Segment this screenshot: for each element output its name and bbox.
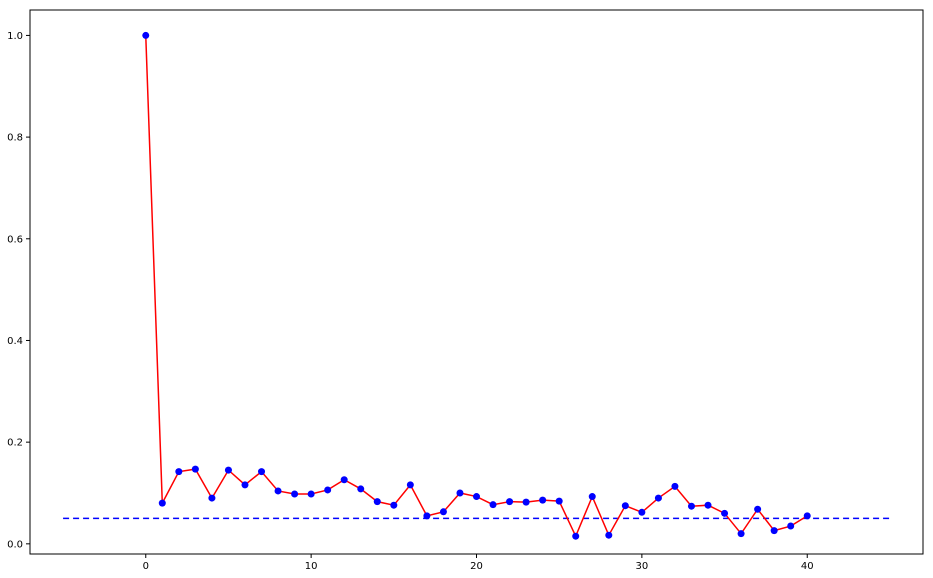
data-point: [324, 486, 332, 494]
data-point: [241, 481, 249, 489]
y-tick-label: 1.0: [7, 31, 23, 42]
data-point: [473, 493, 480, 501]
data-point: [638, 508, 646, 516]
x-tick-label: 30: [636, 561, 649, 572]
series-markers: [142, 31, 811, 540]
data-point: [555, 497, 563, 505]
data-point: [539, 496, 547, 504]
y-tick-label: 0.0: [7, 539, 23, 550]
data-point: [224, 466, 232, 474]
y-tick-label: 0.6: [7, 234, 23, 245]
plot-area: [29, 9, 924, 555]
y-axis: 0.0 0.2 0.4 0.6 0.8 1.0: [7, 31, 30, 550]
data-point: [258, 468, 266, 476]
data-point: [605, 531, 613, 539]
data-point: [737, 530, 745, 538]
data-point: [373, 498, 381, 506]
data-point: [307, 490, 315, 498]
data-point: [621, 502, 629, 510]
data-point: [291, 490, 299, 498]
data-point: [803, 512, 811, 520]
data-point: [721, 509, 729, 517]
data-point: [787, 522, 795, 530]
data-point: [208, 494, 216, 502]
data-point: [671, 482, 679, 490]
data-point: [770, 527, 778, 535]
data-point: [142, 31, 150, 39]
data-point: [340, 476, 348, 484]
data-point: [754, 505, 762, 513]
y-tick-label: 0.8: [7, 133, 23, 144]
data-point: [158, 499, 166, 507]
data-point: [456, 489, 464, 497]
data-point: [704, 501, 712, 509]
data-point: [191, 465, 199, 473]
data-point: [506, 498, 514, 506]
data-point: [423, 512, 431, 520]
data-point: [390, 501, 398, 509]
data-point: [439, 508, 447, 516]
data-point: [175, 468, 183, 476]
y-tick-label: 0.2: [7, 438, 23, 449]
data-point: [489, 501, 497, 509]
x-tick-label: 20: [470, 561, 483, 572]
data-point: [522, 498, 530, 506]
x-tick-label: 10: [305, 561, 318, 572]
data-point: [654, 494, 662, 502]
x-tick-label: 40: [801, 561, 814, 572]
data-point: [357, 485, 365, 493]
data-point: [572, 532, 580, 540]
data-point: [406, 481, 414, 489]
y-tick-label: 0.4: [7, 336, 23, 347]
x-tick-label: 0: [143, 561, 149, 572]
data-point: [274, 487, 282, 495]
data-point: [687, 502, 695, 510]
data-point: [588, 493, 596, 501]
x-axis: 0 10 20 30 40: [143, 554, 814, 572]
